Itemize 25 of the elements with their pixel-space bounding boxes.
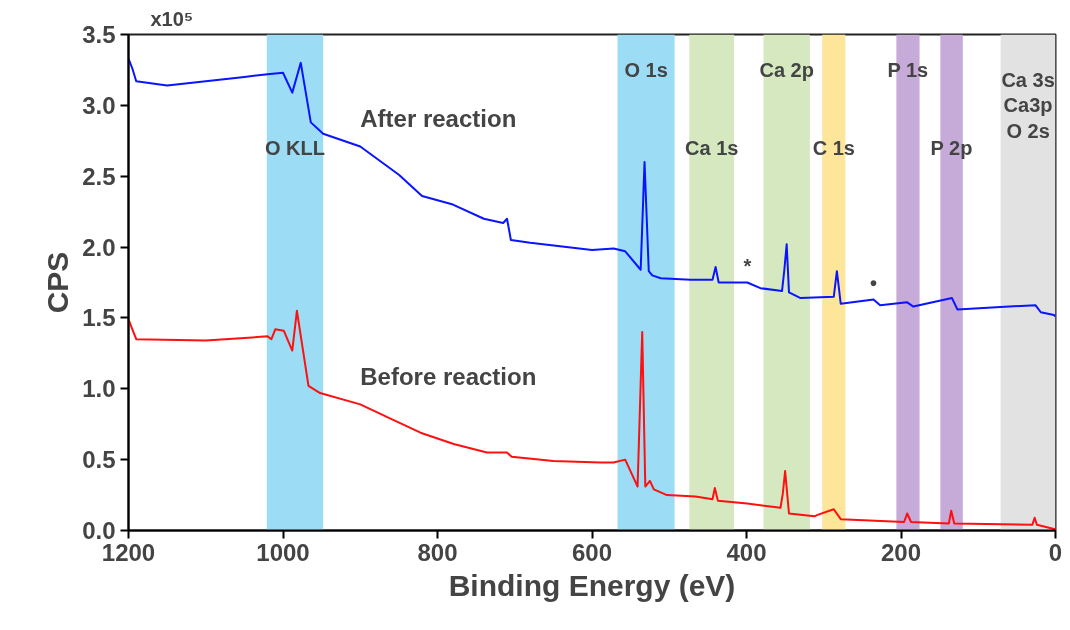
- x-tick-label: 600: [571, 538, 613, 566]
- series-label: After reaction: [360, 105, 517, 133]
- x-tick-label: 400: [726, 538, 767, 566]
- y-tick-label: 3.5: [82, 21, 116, 48]
- y-tick-label: 1.5: [82, 304, 116, 332]
- annotation: •: [870, 271, 878, 294]
- y-tick-label: 0.5: [82, 446, 116, 474]
- x-tick-label: 800: [417, 538, 458, 566]
- annotation: *: [743, 254, 752, 277]
- y-tick-label: 2.5: [82, 162, 116, 190]
- band-label: C 1s: [812, 136, 855, 159]
- x-tick-label: 0: [1048, 538, 1063, 566]
- y-tick-label: 2.0: [82, 233, 116, 261]
- y-tick-label: 3.0: [82, 91, 116, 119]
- band-label: Ca 3s Ca3p O 2s: [1001, 69, 1055, 142]
- text: x10⁵: [150, 7, 194, 30]
- series-label: Before reaction: [360, 363, 537, 391]
- x-axis-title: Binding Energy (eV): [448, 568, 736, 602]
- band-label: Ca 2p: [759, 58, 814, 81]
- x-tick-label: 1000: [256, 538, 310, 566]
- x-tick-label: 200: [880, 538, 922, 566]
- band-label: Ca 1s: [685, 136, 739, 159]
- band-label: O 1s: [624, 58, 668, 81]
- y-tick-label: 1.0: [82, 375, 116, 403]
- y-axis-title: CPS: [41, 251, 75, 314]
